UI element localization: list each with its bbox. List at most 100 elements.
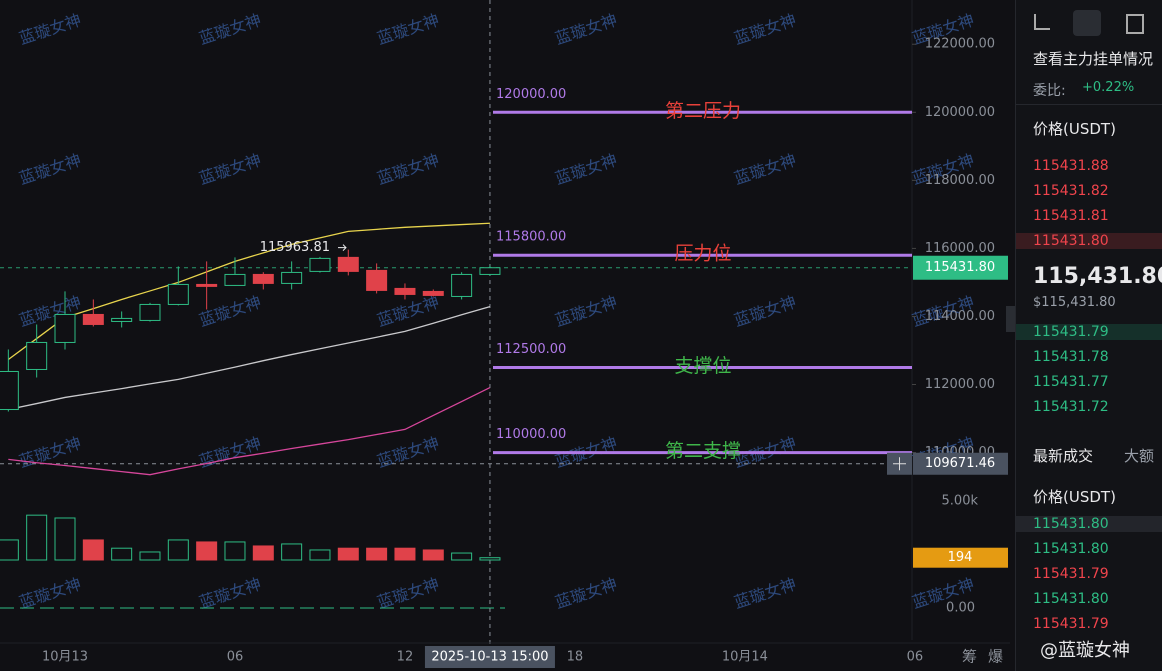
watermark: 蓝璇女神 (197, 574, 264, 612)
watermark: 蓝璇女神 (375, 10, 442, 48)
order-panel: 查看主力挂单情况 委比: +0.22% 价格(USDT) 115431.88 11… (1015, 0, 1162, 671)
bid-price: 115431.79 (1016, 324, 1162, 340)
y-tick-label: 122000.00 (925, 37, 995, 52)
candle-body (0, 370, 19, 411)
volume-bar (479, 557, 501, 561)
volume-tag-label: 194 (948, 550, 973, 565)
high-arrow (338, 244, 347, 251)
watermark: 蓝璇女神 (197, 10, 264, 48)
volume-bar (139, 551, 161, 561)
volume-bar (224, 541, 246, 561)
watermark: 蓝璇女神 (17, 150, 84, 188)
volume-bar (252, 545, 274, 561)
candle-body (479, 267, 501, 275)
level-label: 110000.00 (496, 427, 566, 442)
level-name: 第二压力 (665, 100, 741, 122)
candle-body (366, 269, 388, 291)
x-tick-label: 10月14 (722, 650, 768, 665)
moving-average (8, 305, 491, 411)
volume-tag (913, 547, 1008, 568)
volume-bar (0, 539, 19, 561)
candle-body (82, 313, 104, 325)
watermark: 蓝璇女神 (375, 150, 442, 188)
watermark: 蓝璇女神 (197, 433, 264, 471)
candle-body (309, 257, 331, 272)
candle-body (139, 303, 161, 321)
candle-body (54, 313, 76, 343)
bid-price: 115431.72 (1033, 399, 1109, 415)
y-tick-label: 114000.00 (925, 309, 995, 324)
chart: 蓝璇女神蓝璇女神蓝璇女神蓝璇女神蓝璇女神蓝璇女神蓝璇女神蓝璇女神蓝璇女神蓝璇女神… (0, 0, 1010, 671)
crosshair-price-tag (913, 452, 1008, 475)
level-label: 120000.00 (496, 87, 566, 102)
trade-price: 115431.79 (1033, 566, 1109, 582)
volume-bar (394, 547, 416, 561)
candle-body (394, 287, 416, 295)
watermark: 蓝璇女神 (732, 292, 799, 330)
watermark: 蓝璇女神 (732, 10, 799, 48)
volume-bar (422, 549, 444, 561)
x-tick-label: 06 (907, 650, 924, 665)
last-price-label: 115431.80 (925, 260, 995, 275)
bid-price: 115431.77 (1033, 374, 1109, 390)
ratio: +0.22% (1082, 80, 1135, 95)
footer: @蓝璇女神 (1040, 640, 1130, 661)
axis-bg (912, 0, 1010, 671)
price-header: 价格(USDT) (1033, 120, 1116, 138)
candle-body (337, 256, 359, 272)
y-tick-label: 116000.00 (925, 241, 995, 256)
indicator-tick-label: 0.00 (946, 601, 975, 616)
y-tick-label: 118000.00 (925, 173, 995, 188)
watermark: 蓝璇女神 (732, 150, 799, 188)
y-tick-label: 112000.00 (925, 377, 995, 392)
bottom-tab: 筹 (962, 648, 977, 666)
toolbar[interactable] (1026, 10, 1156, 38)
ask-price: 115431.82 (1033, 183, 1109, 199)
bottom-tab: 爆 (988, 648, 1003, 666)
mid-price: 115,431.80 (1033, 264, 1162, 289)
crosshair-plus (893, 457, 906, 471)
volume-bar (337, 547, 359, 561)
trade-price: 115431.80 (1016, 516, 1162, 532)
ask-price: 115431.81 (1033, 208, 1109, 224)
watermark: 蓝璇女神 (17, 574, 84, 612)
mid-usd: $115,431.80 (1033, 295, 1116, 310)
watermark: 蓝璇女神 (17, 10, 84, 48)
volume-bar (309, 549, 331, 561)
candle-body (422, 290, 444, 296)
crosshair-price-label: 109671.46 (925, 456, 995, 471)
collapse-handle[interactable] (1006, 306, 1015, 332)
big-tab[interactable]: 大额 (1124, 447, 1155, 465)
trade-price: 115431.80 (1033, 591, 1109, 607)
trade-price: 115431.79 (1033, 616, 1109, 632)
candle-body (451, 273, 473, 297)
ask-price: 115431.80 (1016, 233, 1162, 249)
volume-bar (111, 547, 133, 561)
volume-bar (54, 517, 76, 561)
volume-bar (366, 547, 388, 561)
y-tick-label: 120000.00 (925, 105, 995, 120)
level-name: 支撑位 (674, 355, 731, 377)
volume-bar (281, 543, 303, 561)
watermark: 蓝璇女神 (17, 433, 84, 471)
level-name: 压力位 (674, 243, 731, 265)
crosshair-time-tag (424, 646, 555, 668)
candle-body (281, 271, 303, 284)
ask-price: 115431.88 (1033, 158, 1109, 174)
level-name: 第二支撑 (665, 440, 741, 462)
trades-header: 价格(USDT) (1033, 488, 1116, 506)
watermark: 蓝璇女神 (553, 574, 620, 612)
moving-average (7, 222, 490, 361)
watermark: 蓝璇女神 (553, 292, 620, 330)
level-label: 115800.00 (496, 230, 566, 245)
watermark: 蓝璇女神 (553, 10, 620, 48)
x-tick-label: 18 (567, 650, 584, 665)
last-price-tag (913, 255, 1008, 280)
bid-price: 115431.78 (1033, 349, 1109, 365)
trades-tab[interactable]: 最新成交 (1033, 447, 1094, 465)
moving-average (8, 386, 491, 476)
level-label: 112500.00 (496, 342, 566, 357)
candle-body (111, 317, 133, 322)
high-marker: 115963.81 (260, 240, 330, 255)
